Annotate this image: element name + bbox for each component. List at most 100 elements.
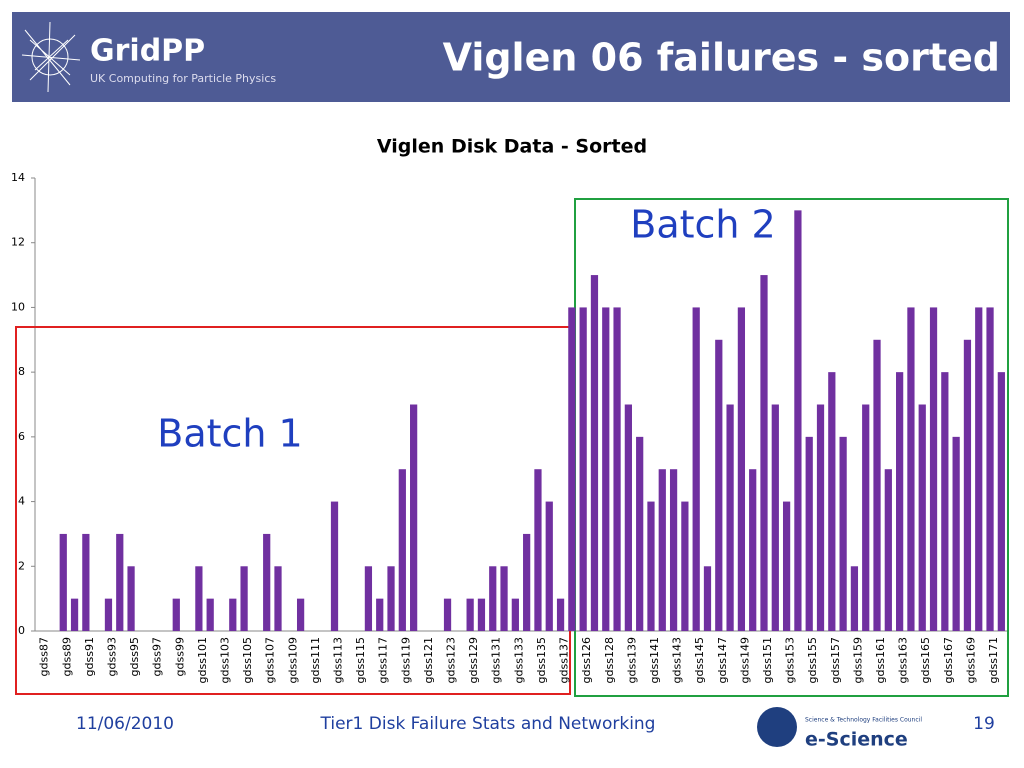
bar <box>195 566 203 631</box>
slide-title: Viglen 06 failures - sorted <box>443 36 1000 80</box>
x-tick-label: gdss117 <box>377 637 390 683</box>
bar <box>477 598 486 631</box>
x-tick-label: gdss101 <box>196 637 209 683</box>
x-tick-label: gdss163 <box>897 637 910 683</box>
x-tick-label: gdss119 <box>399 637 412 683</box>
bar <box>489 566 497 631</box>
x-tick-label: gdss149 <box>738 637 751 683</box>
footer-logo-line: Science & Technology Facilities Council <box>805 717 922 724</box>
x-tick-label: gdss87 <box>38 637 51 676</box>
y-tick-label: 8 <box>18 365 25 378</box>
bar <box>376 598 384 631</box>
x-tick-label: gdss103 <box>218 637 231 683</box>
x-tick-label: gdss128 <box>603 637 616 683</box>
x-tick-label: gdss107 <box>264 637 277 683</box>
bar <box>658 469 666 631</box>
logo-text: GridPP <box>90 34 205 69</box>
footer-logo: e-Science <box>805 729 908 751</box>
x-tick-label: gdss113 <box>332 637 345 683</box>
bar <box>116 533 124 631</box>
footer-text: Tier1 Disk Failure Stats and Networking <box>320 714 656 734</box>
bar <box>816 404 825 631</box>
x-tick-label: gdss155 <box>806 637 819 683</box>
x-tick-label: gdss171 <box>987 637 1000 683</box>
bar <box>613 307 621 631</box>
bar <box>274 566 282 631</box>
x-tick-label: gdss115 <box>354 637 367 683</box>
x-tick-label: gdss167 <box>942 637 955 683</box>
bar <box>839 436 847 631</box>
bar <box>206 598 214 631</box>
bar <box>590 275 599 631</box>
bar <box>511 598 519 631</box>
bar <box>715 339 723 631</box>
bar <box>896 372 904 631</box>
y-tick-label: 10 <box>11 300 25 313</box>
x-tick-label: gdss93 <box>105 637 118 676</box>
logo-subtitle: UK Computing for Particle Physics <box>90 72 276 85</box>
bar <box>263 533 271 631</box>
bar <box>918 404 926 631</box>
bar <box>952 436 960 631</box>
x-tick-label: gdss97 <box>151 637 164 676</box>
bar <box>70 598 79 631</box>
y-tick-label: 12 <box>11 236 25 249</box>
page-number: 19 <box>973 714 995 734</box>
bar <box>726 404 734 631</box>
bar <box>997 372 1005 631</box>
bar <box>545 501 553 631</box>
y-tick-label: 2 <box>18 559 25 572</box>
x-tick-label: gdss109 <box>286 637 299 683</box>
x-tick-label: gdss151 <box>761 637 774 683</box>
bar <box>850 566 859 631</box>
x-tick-label: gdss129 <box>467 637 480 683</box>
bar <box>523 533 531 631</box>
x-tick-label: gdss89 <box>60 637 73 676</box>
bar <box>240 566 248 631</box>
y-tick-label: 0 <box>18 624 25 637</box>
bar <box>296 598 305 631</box>
bar <box>681 501 689 631</box>
bar <box>975 307 983 631</box>
y-tick-label: 6 <box>18 430 25 443</box>
annotation: Batch 1 <box>157 412 303 456</box>
bar <box>873 339 881 631</box>
bar <box>794 210 802 631</box>
bar <box>466 598 474 631</box>
bar <box>749 469 757 631</box>
x-tick-label: gdss159 <box>851 637 864 683</box>
x-tick-label: gdss139 <box>625 637 638 683</box>
bar <box>624 404 632 631</box>
y-tick-label: 4 <box>18 495 25 508</box>
bar <box>579 307 587 631</box>
bar <box>737 307 746 631</box>
bar <box>59 533 67 631</box>
bar <box>500 566 508 631</box>
bar <box>692 307 700 631</box>
bar <box>568 307 576 631</box>
x-tick-label: gdss153 <box>784 637 797 683</box>
bar <box>805 436 813 631</box>
x-tick-label: gdss157 <box>829 637 842 683</box>
bar <box>647 501 655 631</box>
bar <box>828 372 836 631</box>
bar <box>941 372 949 631</box>
x-tick-label: gdss111 <box>309 637 322 683</box>
footer-logo-icon <box>757 707 797 747</box>
y-tick-label: 14 <box>11 171 25 184</box>
bar <box>410 404 418 631</box>
bar <box>636 436 644 631</box>
bar <box>387 566 395 631</box>
bar <box>82 533 90 631</box>
x-tick-label: gdss143 <box>671 637 684 683</box>
x-tick-label: gdss123 <box>445 637 458 683</box>
bar <box>929 307 938 631</box>
bar <box>229 598 237 631</box>
x-tick-label: gdss133 <box>512 637 525 683</box>
bar <box>534 469 542 631</box>
bar <box>104 598 113 631</box>
bar <box>771 404 779 631</box>
footer-date: 11/06/2010 <box>76 714 174 734</box>
x-tick-label: gdss121 <box>422 637 435 683</box>
